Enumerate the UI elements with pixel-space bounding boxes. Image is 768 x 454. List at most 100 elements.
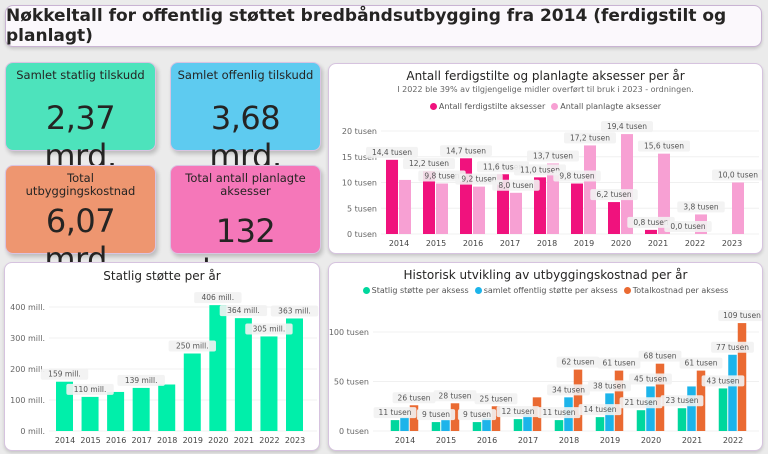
data-label-bg (627, 216, 675, 228)
data-label: 305 mill. (253, 324, 286, 333)
chart-subtitle: I 2022 ble 39% av tilgjengelige midler o… (397, 85, 694, 94)
legend-item[interactable]: Statlig støtte per aksess (362, 286, 469, 295)
y-tick-label: 15 tusen (342, 153, 377, 162)
chart-aksesser-per-ar[interactable]: Antall ferdigstilte og planlagte aksesse… (328, 63, 763, 254)
data-label: 10,0 tusen (718, 171, 758, 180)
data-label-bg (564, 132, 616, 144)
bar (436, 183, 448, 234)
data-label: 6,2 tusen (596, 190, 632, 199)
bar (400, 417, 409, 431)
legend-dot-icon (623, 287, 631, 294)
data-label: 406 mill. (202, 293, 235, 302)
y-tick-label: 50 tusen (334, 378, 369, 387)
x-tick-label: 2021 (648, 239, 668, 248)
legend-label: Antall planlagte aksesser (560, 102, 662, 111)
data-label-bg (492, 179, 540, 191)
data-label: 14,4 tusen (372, 148, 412, 157)
data-label-bg (527, 150, 579, 162)
bar (687, 386, 696, 431)
data-label-bg (711, 341, 754, 353)
data-label-bg (590, 189, 638, 201)
data-label: 9,8 tusen (559, 172, 595, 181)
chart-title: Statlig støtte per år (103, 269, 221, 283)
data-label: 11,6 tusen (483, 162, 523, 171)
bar (645, 229, 657, 234)
bar (482, 418, 491, 431)
legend-dot-icon (474, 287, 482, 294)
data-label: 17,2 tusen (570, 133, 610, 142)
data-label: 8,0 tusen (498, 181, 534, 190)
kpi-card-offentlig-tilskudd[interactable]: Samlet offenlig tilskudd 3,68 mrd. (170, 62, 321, 175)
legend-label: Antall ferdigstilte aksesser (438, 102, 546, 111)
data-label: 26 tusen (398, 393, 431, 402)
legend-dot-icon (551, 103, 559, 110)
data-label-bg (588, 380, 631, 392)
x-tick-label: 2017 (500, 239, 520, 248)
chart-legend: Statlig støtte per aksess samlet offentl… (329, 286, 762, 295)
legend-item[interactable]: Totalkostnad per aksess (623, 286, 728, 295)
x-tick-label: 2019 (574, 239, 594, 248)
data-label: 9 tusen (422, 410, 450, 419)
bar (608, 202, 620, 234)
y-tick-label: 0 mill. (20, 427, 45, 436)
bar (431, 422, 441, 431)
data-label-bg (66, 383, 114, 395)
x-tick-label: 2015 (426, 239, 446, 248)
bar (728, 354, 737, 431)
data-label: 3,8 tusen (683, 202, 719, 211)
data-label: 9,8 tusen (424, 172, 460, 181)
kpi-card-utbyggingskostnad[interactable]: Total utbyggingskostnad 6,07 mrd. (5, 165, 156, 278)
data-label-bg (679, 357, 723, 369)
data-label-bg (556, 356, 600, 368)
data-label-bg (392, 392, 436, 404)
x-tick-label: 2016 (477, 436, 497, 445)
y-tick-label: 300 mill. (10, 334, 45, 343)
data-label-bg (660, 395, 704, 407)
legend-item[interactable]: Antall ferdigstilte aksesser (429, 102, 546, 111)
data-label-bg (433, 390, 477, 402)
legend-dot-icon (362, 287, 370, 294)
data-label: 19,4 tusen (607, 122, 647, 131)
data-label: 38 tusen (593, 381, 626, 390)
bar (732, 182, 744, 234)
data-label-bg (168, 340, 216, 352)
kpi-card-statlig-tilskudd[interactable]: Samlet statlig tilskudd 2,37 mrd. (5, 62, 156, 175)
bar (621, 134, 633, 234)
kpi-value: 3,68 mrd. (209, 99, 282, 175)
legend-item[interactable]: samlet offentlig støtte per aksess (474, 286, 618, 295)
kpi-card-planlagte-aksesser[interactable]: Total antall planlagte aksesser 132 tuse… (170, 165, 321, 288)
data-label: 14 tusen (584, 405, 617, 414)
x-tick-label: 2023 (722, 239, 742, 248)
chart-utbyggingskostnad[interactable]: Historisk utvikling av utbyggingskostnad… (328, 262, 763, 451)
data-label-bg (457, 409, 497, 421)
kpi-value: 2,37 mrd. (44, 99, 117, 175)
bar (677, 408, 687, 431)
legend-item[interactable]: Antall planlagte aksesser (551, 102, 661, 111)
data-label-bg (416, 409, 456, 421)
data-label: 77 tusen (716, 343, 749, 352)
kpi-value: 6,07 mrd. (44, 202, 117, 278)
data-label: 12,2 tusen (409, 159, 449, 168)
bar (513, 419, 523, 431)
bar (554, 420, 564, 431)
data-label: 61 tusen (685, 359, 718, 368)
bar (646, 386, 655, 431)
data-label: 28 tusen (439, 391, 472, 400)
data-label-bg (638, 350, 682, 362)
chart-title: Historisk utvikling av utbyggingskostnad… (403, 268, 688, 282)
chart-statlig-stotte[interactable]: Statlig støtte per år 0 mill. 100 mill. 20… (4, 262, 320, 451)
data-label-bg (578, 404, 622, 416)
y-tick-label: 200 mill. (10, 365, 45, 374)
data-label-bg (455, 173, 503, 185)
x-tick-label: 2016 (463, 239, 483, 248)
page-title: Nøkkeltall for offentlig støttet bredbån… (5, 5, 762, 47)
bar (260, 336, 278, 431)
bar (510, 192, 522, 234)
data-label-bg (366, 146, 418, 158)
bar (472, 422, 482, 431)
bar (523, 414, 532, 431)
x-tick-label: 2021 (234, 436, 254, 445)
y-tick-label: 100 tusen (329, 328, 369, 337)
data-label: 14,7 tusen (446, 146, 486, 155)
kpi-label: Samlet offenlig tilskudd (177, 68, 314, 82)
